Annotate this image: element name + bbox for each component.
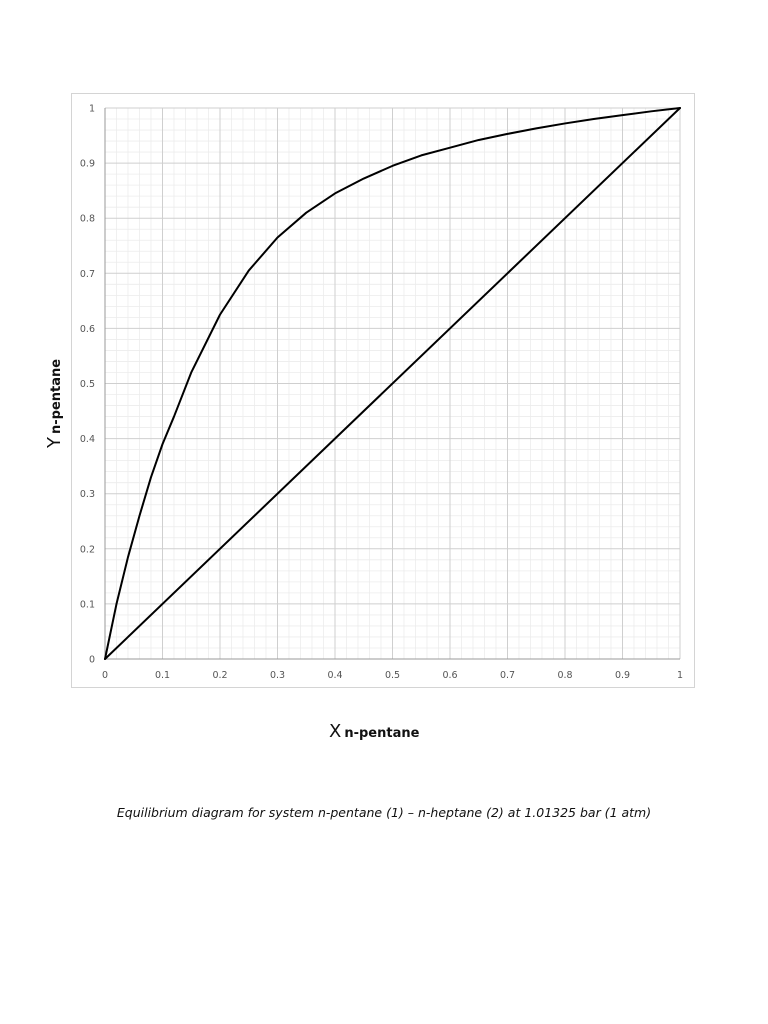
x-tick-label: 0.7 (500, 670, 515, 681)
y-tick-label: 0 (89, 655, 95, 666)
x-axis-title-main: X (329, 721, 342, 742)
y-tick-label: 0.5 (80, 379, 95, 390)
y-tick-label: 0.4 (80, 434, 95, 445)
x-tick-label: 0.1 (155, 670, 170, 681)
x-tick-label: 1 (677, 670, 683, 681)
x-axis-title-sub: n-pentane (344, 726, 420, 741)
chart-area: 0 0.1 0.2 0.3 0.4 0.5 0.6 0.7 0.8 0.9 1 0 0.1 0.2 0.3 0… (71, 93, 695, 688)
y-tick-label: 0.9 (80, 159, 95, 170)
y-tick-label: 0.2 (80, 544, 95, 555)
x-tick-label: 0.4 (327, 670, 342, 681)
y-axis-title-sub: n-pentane (49, 358, 64, 434)
y-axis-title-main: Y (44, 437, 65, 448)
x-tick-label: 0.3 (270, 670, 285, 681)
chart-plot: 0 0.1 0.2 0.3 0.4 0.5 0.6 0.7 0.8 0.9 1 0 0.1 0.2 0.3 0… (80, 104, 683, 682)
figure-caption: Equilibrium diagram for system n-pentane… (116, 805, 652, 820)
x-tick-label: 0.5 (385, 670, 400, 681)
x-tick-label: 0.2 (212, 670, 227, 681)
y-tick-label: 0.1 (80, 599, 95, 610)
y-tick-label: 0.6 (80, 324, 95, 335)
y-tick-label: 0.7 (80, 269, 95, 280)
y-axis-title: Yn-pentane (0, 0, 65, 448)
y-tick-label: 0.3 (80, 489, 95, 500)
diagonal-line (104, 107, 681, 660)
x-tick-label: 0 (102, 670, 108, 681)
x-tick-label: 0.6 (442, 670, 457, 681)
x-tick-label: 0.9 (615, 670, 630, 681)
y-tick-label: 1 (89, 104, 95, 115)
y-tick-label: 0.8 (80, 214, 95, 225)
equilibrium-curve (104, 107, 681, 660)
x-tick-label: 0.8 (557, 670, 572, 681)
